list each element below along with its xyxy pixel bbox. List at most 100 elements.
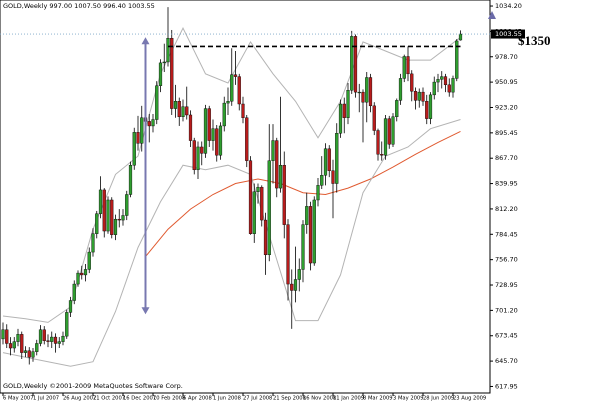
x-tick-label: 11 Jan 2009 — [333, 396, 364, 402]
candle-body — [421, 91, 425, 102]
y-tick-label: 839.95 — [495, 180, 518, 188]
x-tick-label: 28 Jun 2009 — [423, 396, 454, 402]
candle-body — [297, 269, 301, 280]
candle-body — [20, 334, 24, 353]
candle-body — [31, 351, 35, 358]
candle-body — [241, 103, 245, 118]
candle-body — [402, 56, 406, 79]
x-tick-label: 3 May 2009 — [393, 396, 424, 402]
candle-body — [320, 175, 324, 186]
candle-body — [151, 119, 155, 127]
candle-body — [106, 199, 110, 232]
x-tick-label: 6 Apr 2008 — [183, 396, 212, 402]
candle-body — [166, 38, 170, 63]
candle-body — [38, 329, 43, 344]
annotation: $1350 — [518, 33, 551, 48]
candle-body — [42, 329, 46, 341]
candle-body — [338, 103, 343, 134]
candle-body — [353, 36, 358, 93]
y-tick-label: 1034.20 — [495, 2, 522, 10]
candle-body — [323, 148, 328, 176]
y-tick-label: 728.95 — [495, 281, 518, 289]
y-tick-label: 617.95 — [495, 382, 518, 390]
candle-body — [447, 84, 451, 93]
y-tick-label: 756.70 — [495, 256, 518, 264]
candle-body — [155, 85, 159, 120]
candle-body — [372, 105, 376, 131]
candle-body — [410, 73, 414, 92]
candle-body — [8, 343, 13, 349]
candle-body — [387, 118, 391, 145]
y-tick-label: 812.20 — [495, 205, 518, 213]
candle-body — [207, 108, 211, 141]
candle-body — [185, 106, 189, 116]
candle-body — [5, 329, 9, 344]
x-tick-label: 8 Mar 2009 — [363, 396, 393, 402]
candle-body — [203, 108, 208, 154]
candle-body — [57, 341, 61, 344]
candle-body — [346, 90, 350, 118]
x-tick-label: 23 Aug 2009 — [453, 396, 486, 402]
candle-body — [91, 233, 95, 253]
candle-body — [230, 74, 234, 102]
y-tick-label: 895.45 — [495, 129, 518, 137]
candle-body — [327, 148, 331, 171]
candle-body — [376, 130, 380, 155]
candle-body — [365, 77, 369, 103]
x-tick-label: 26 Aug 2007 — [63, 396, 96, 402]
candle-body — [406, 56, 410, 75]
candle-body — [23, 350, 28, 353]
candle-body — [275, 140, 279, 189]
y-tick-label: 978.70 — [495, 53, 518, 61]
candle-body — [46, 340, 50, 342]
chart-title: GOLD,Weekly 997.00 1007.50 996.40 1003.5… — [3, 2, 155, 10]
x-tick-label: 1 Jun 2008 — [213, 396, 241, 402]
indicator-line — [145, 130, 461, 257]
candle-body — [177, 101, 181, 118]
candle-body — [458, 33, 463, 41]
candle-body — [218, 125, 223, 156]
candle-body — [252, 191, 256, 234]
x-tick-label: 21 Sep 2008 — [273, 396, 306, 402]
candle-body — [102, 189, 106, 232]
candle-body — [222, 102, 226, 127]
candle-body — [342, 103, 346, 118]
candle-body — [121, 215, 125, 221]
y-tick-label: 784.45 — [495, 230, 518, 238]
x-tick-label: 1 Jul 2007 — [33, 396, 59, 402]
candle-body — [440, 76, 444, 80]
candle-body — [65, 312, 69, 337]
candle-body — [260, 186, 264, 221]
arrow-head — [141, 307, 150, 315]
candle-body — [263, 219, 268, 256]
y-tick-label: 950.95 — [495, 78, 518, 86]
candle-body — [16, 334, 20, 342]
candle-body — [117, 218, 121, 221]
candle-body — [192, 140, 196, 171]
candle-body — [383, 118, 388, 156]
candle-body — [391, 116, 395, 145]
candle-body — [1, 329, 5, 340]
y-tick-label: 645.70 — [495, 357, 518, 365]
footer: GOLD,Weekly ©2001-2009 MetaQuotes Softwa… — [3, 382, 183, 390]
candle-body — [95, 213, 99, 234]
candle-body — [87, 251, 91, 270]
candle-body — [188, 114, 193, 141]
candle-body — [305, 206, 309, 225]
candle-body — [158, 62, 163, 86]
x-tick-label: 27 Jul 2008 — [243, 396, 272, 402]
candle-body — [293, 279, 298, 291]
candle-body — [215, 128, 219, 156]
candle-body — [162, 61, 166, 64]
candle-body — [267, 160, 271, 256]
y-tick-label: 701.20 — [495, 306, 518, 314]
candle-body — [80, 272, 84, 276]
candle-body — [335, 133, 339, 184]
candle-body — [256, 186, 260, 192]
candle-body — [245, 117, 249, 161]
candle-body — [110, 199, 114, 235]
candle-body — [12, 341, 16, 349]
candle-body — [398, 78, 403, 101]
